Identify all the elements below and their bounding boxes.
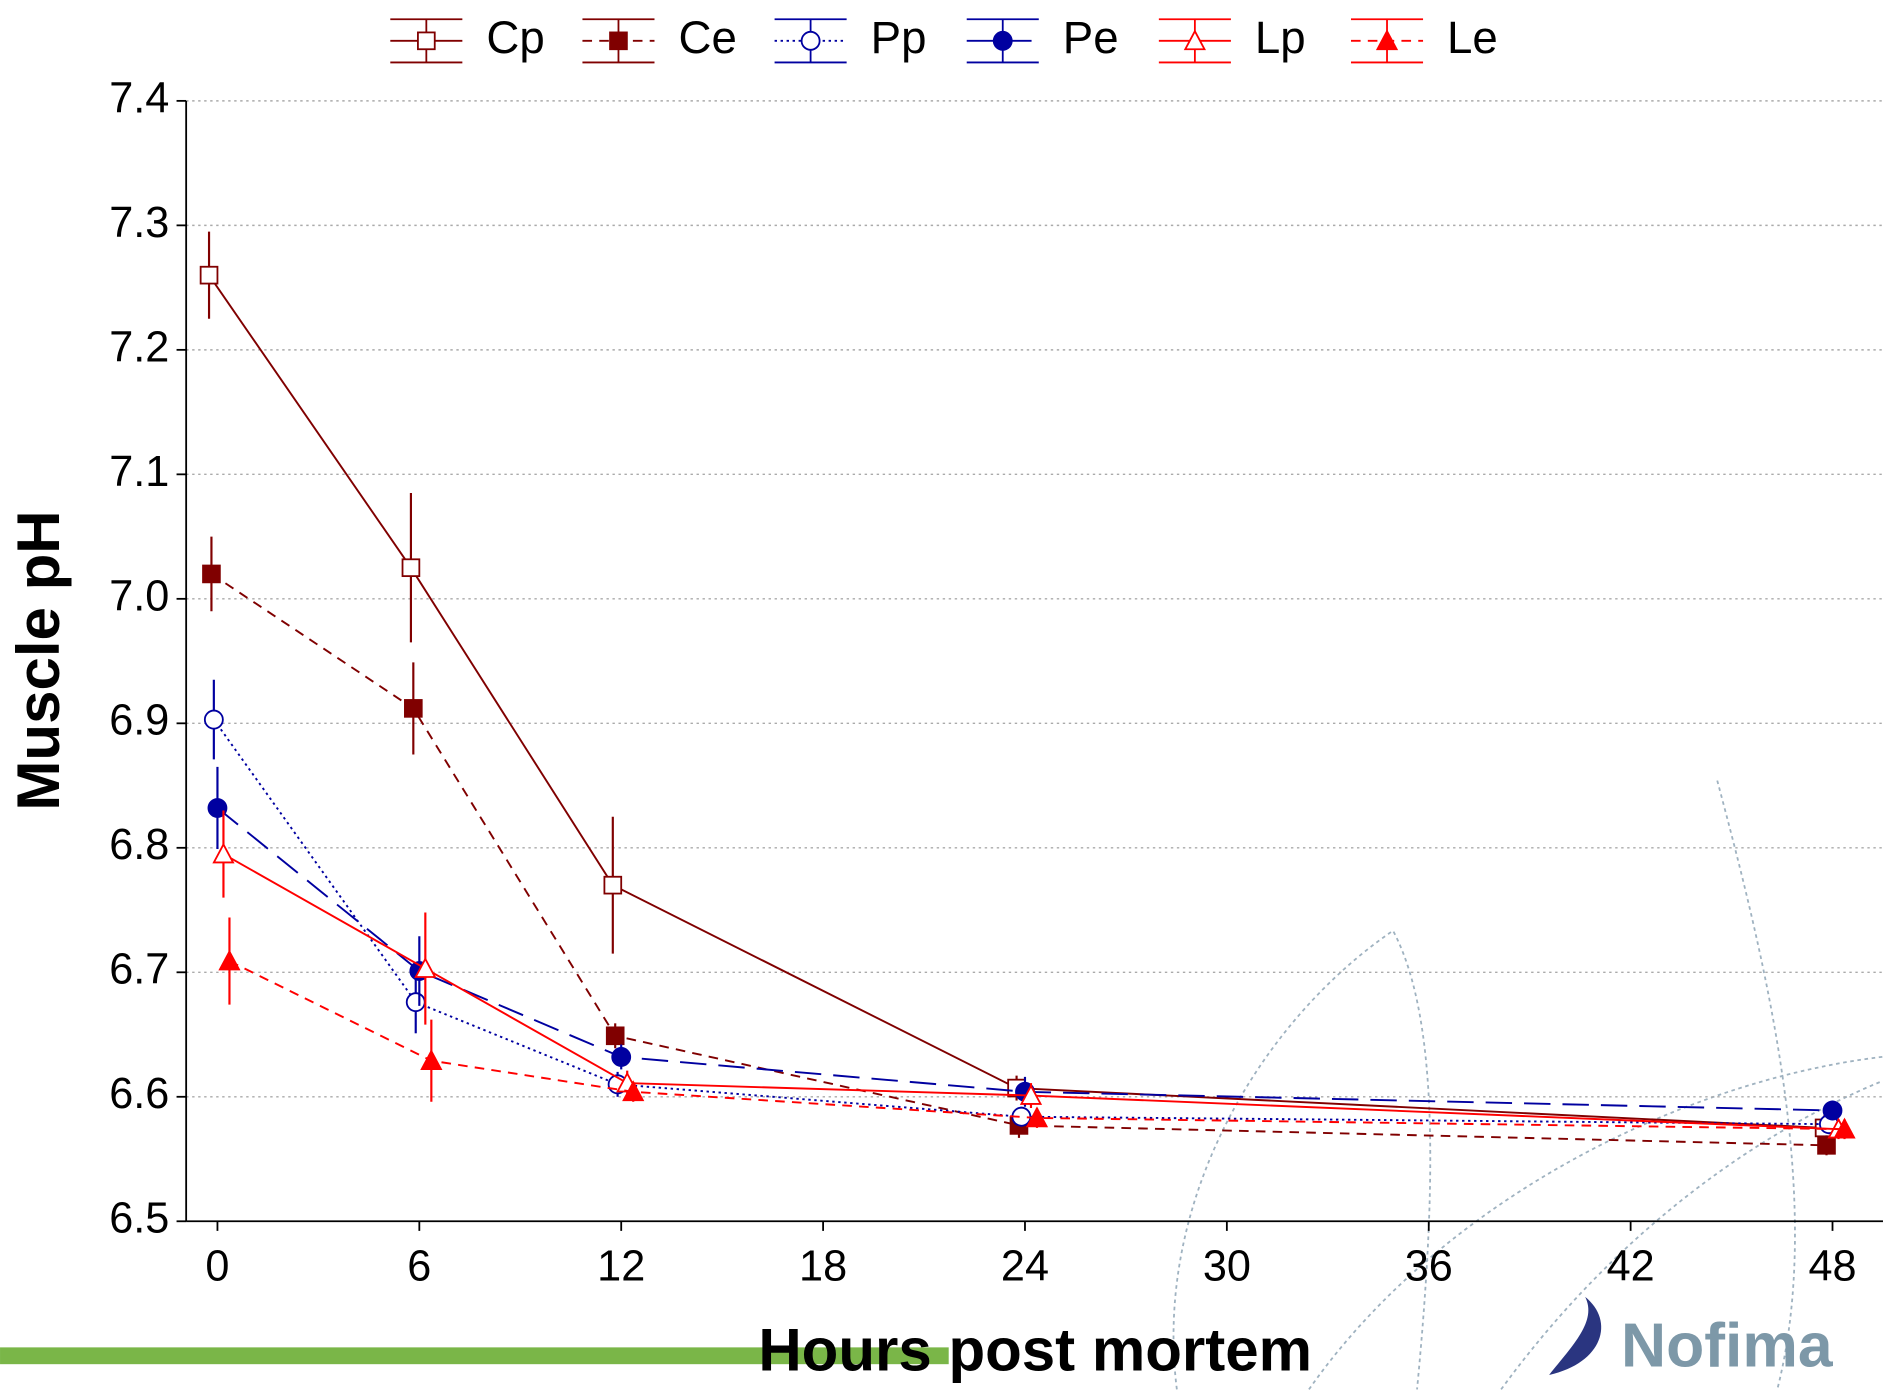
marker bbox=[202, 564, 221, 584]
decoration bbox=[1172, 780, 1883, 1390]
x-tick-label: 6 bbox=[407, 1243, 431, 1291]
marker bbox=[420, 1049, 443, 1070]
marker bbox=[622, 1080, 645, 1102]
x-tick-label: 0 bbox=[205, 1243, 229, 1291]
legend-item: Le bbox=[1350, 12, 1498, 64]
marker bbox=[401, 558, 421, 578]
marker bbox=[1183, 29, 1206, 51]
marker bbox=[203, 709, 224, 730]
x-axis-title: Hours post mortem bbox=[758, 1316, 1312, 1383]
legend-label: Le bbox=[1447, 12, 1498, 63]
y-axis-title: Muscle pH bbox=[5, 510, 72, 810]
y-tick-label: 7.1 bbox=[109, 448, 169, 496]
y-tick-label: 7.2 bbox=[109, 323, 169, 371]
series-line bbox=[210, 573, 1827, 1147]
logo: Nofima bbox=[1621, 1310, 1834, 1380]
legend-item: Pe bbox=[966, 12, 1119, 64]
green-bar bbox=[0, 1347, 949, 1365]
marker bbox=[1817, 1136, 1836, 1155]
x-tick-label: 24 bbox=[1001, 1243, 1049, 1291]
marker bbox=[199, 265, 219, 285]
y-tick-label: 6.7 bbox=[109, 946, 169, 994]
marker bbox=[611, 1047, 632, 1067]
marker bbox=[417, 31, 436, 51]
marker bbox=[212, 842, 235, 864]
marker bbox=[1833, 1117, 1856, 1139]
x-tick-label: 48 bbox=[1808, 1243, 1856, 1291]
marker bbox=[800, 30, 821, 51]
marker bbox=[1822, 1100, 1843, 1121]
marker bbox=[603, 875, 623, 895]
marker bbox=[605, 1026, 625, 1046]
legend-label: Pp bbox=[871, 12, 927, 63]
marker bbox=[414, 957, 437, 978]
y-tick-label: 7.3 bbox=[109, 199, 169, 247]
marker bbox=[218, 949, 241, 971]
marker bbox=[1019, 1084, 1043, 1105]
x-tick-label: 12 bbox=[597, 1243, 645, 1291]
legend-item: Cp bbox=[390, 12, 545, 64]
x-tick-label: 36 bbox=[1405, 1243, 1453, 1291]
legend-label: Lp bbox=[1255, 12, 1306, 63]
legend-label: Cp bbox=[486, 12, 544, 63]
legend-item: Ce bbox=[582, 12, 737, 64]
marker bbox=[1025, 1106, 1049, 1128]
marker bbox=[404, 699, 423, 718]
marker bbox=[405, 992, 426, 1013]
legend-item: Lp bbox=[1158, 12, 1306, 64]
legend-item: Pp bbox=[774, 12, 927, 64]
y-tick-label: 6.9 bbox=[109, 697, 169, 745]
legend-label: Ce bbox=[679, 12, 737, 63]
x-tick-label: 18 bbox=[799, 1243, 847, 1291]
legend-label: Pe bbox=[1063, 12, 1119, 63]
y-tick-label: 6.6 bbox=[109, 1070, 169, 1118]
marker bbox=[1375, 29, 1399, 51]
x-tick-label: 30 bbox=[1203, 1243, 1251, 1291]
y-tick-label: 7.4 bbox=[109, 74, 169, 122]
y-tick-label: 6.8 bbox=[109, 821, 169, 869]
marker bbox=[992, 30, 1013, 51]
series-line bbox=[213, 719, 1829, 1126]
y-tick-label: 7.0 bbox=[109, 572, 169, 620]
logo-mark bbox=[1549, 1296, 1602, 1375]
series-line bbox=[208, 274, 1825, 1129]
x-tick-label: 42 bbox=[1607, 1243, 1655, 1291]
y-tick-label: 6.5 bbox=[109, 1195, 169, 1243]
marker bbox=[207, 798, 228, 818]
marker bbox=[609, 31, 628, 51]
